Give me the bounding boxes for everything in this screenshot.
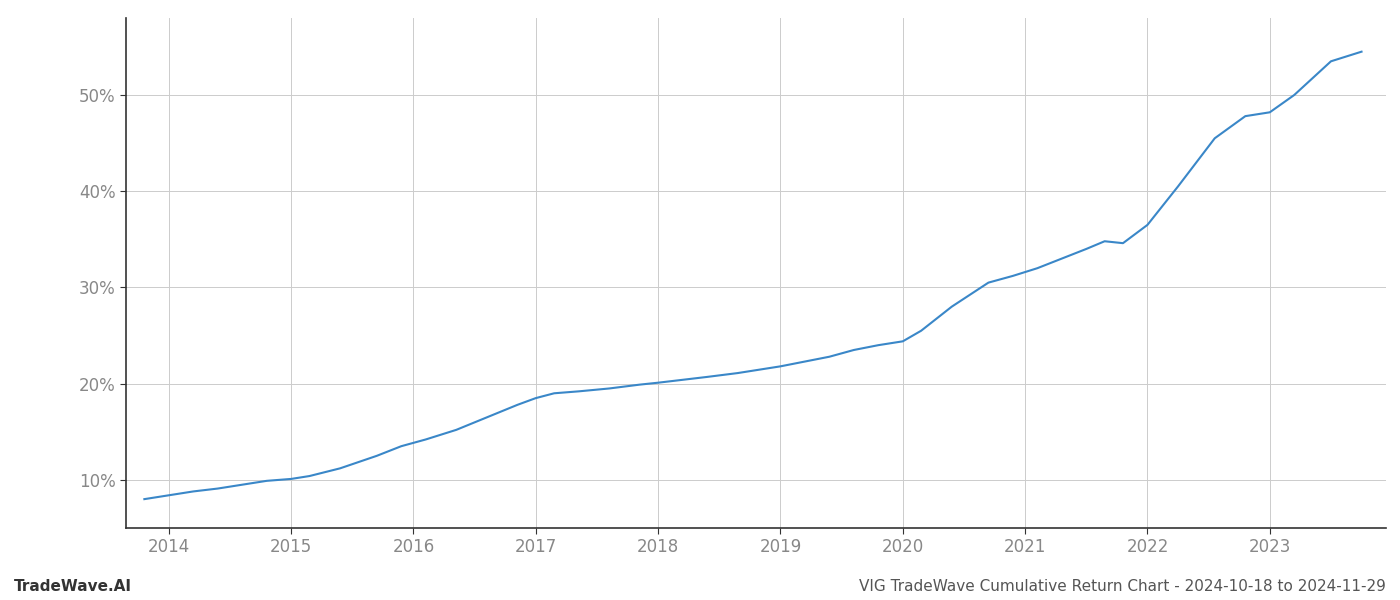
Text: TradeWave.AI: TradeWave.AI: [14, 579, 132, 594]
Text: VIG TradeWave Cumulative Return Chart - 2024-10-18 to 2024-11-29: VIG TradeWave Cumulative Return Chart - …: [860, 579, 1386, 594]
